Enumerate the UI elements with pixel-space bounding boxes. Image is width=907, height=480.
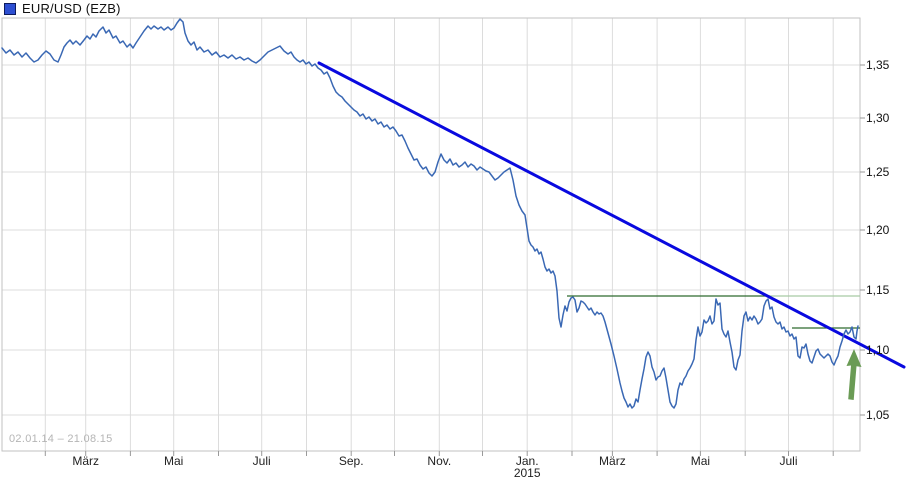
series-legend-swatch-icon	[4, 3, 16, 15]
plot-border	[1, 17, 861, 452]
chart-title: EUR/USD (EZB)	[22, 1, 121, 16]
date-range-note: 02.01.14 – 21.08.15	[9, 433, 113, 445]
breakout-arrow-icon	[846, 349, 862, 400]
chart-header: EUR/USD (EZB)	[4, 1, 121, 16]
trendline	[317, 61, 906, 369]
price-line	[1, 18, 859, 409]
